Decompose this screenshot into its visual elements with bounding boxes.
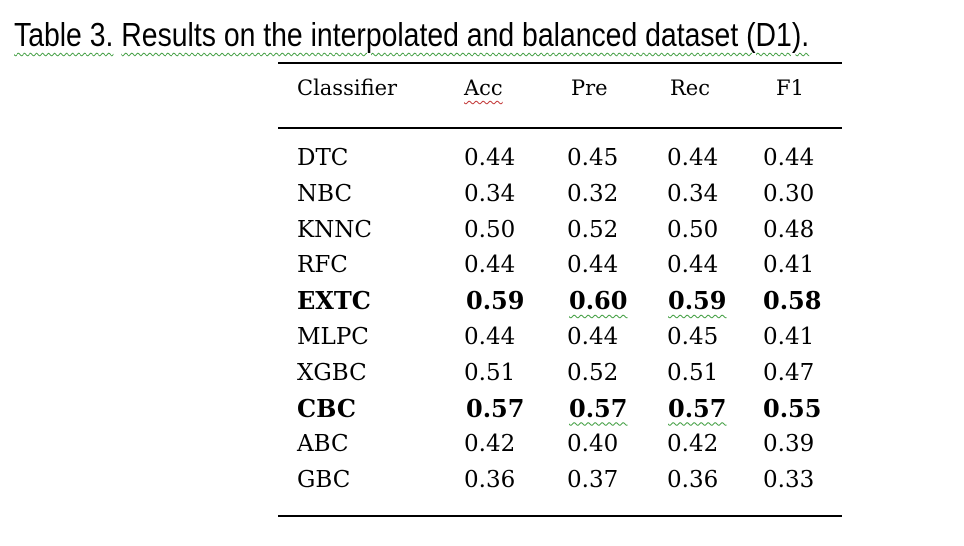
table-bottom-rule [278,515,842,517]
rec-cell: 0.34 [667,180,719,207]
rec-cell: 0.50 [667,216,719,243]
acc-cell: 0.59 [466,286,525,316]
rec-cell: 0.51 [667,359,719,386]
table-row: NBC 0.34 0.32 0.34 0.30 [0,176,964,212]
table-row: MLPC 0.44 0.44 0.45 0.41 [0,319,964,355]
acc-cell: 0.44 [464,252,516,279]
table-row: ABC 0.42 0.40 0.42 0.39 [0,426,964,462]
f1-cell: 0.41 [763,324,815,350]
table-top-rule [278,62,842,64]
table-header-rule [278,127,842,129]
f1-cell: 0.39 [763,431,815,458]
f1-cell: 0.41 [763,252,815,279]
rec-cell: 0.44 [667,252,719,279]
f1-cell: 0.48 [763,216,815,243]
acc-cell: 0.34 [464,180,516,207]
classifier-cell: EXTC [297,286,371,316]
classifier-cell: RFC [297,252,348,279]
rec-cell: 0.42 [667,431,719,458]
acc-cell: 0.42 [464,431,516,458]
acc-cell: 0.57 [466,393,525,423]
table-row: EXTC 0.59 0.60 0.59 0.58 [0,283,964,319]
caption-text: Results on the interpolated and balanced… [121,16,810,53]
column-header-pre: Pre [571,76,608,100]
table-row: KNNC 0.50 0.52 0.50 0.48 [0,212,964,248]
pre-cell: 0.57 [569,393,628,423]
table-row: CBC 0.57 0.57 0.57 0.55 [0,391,964,427]
classifier-cell: XGBC [297,359,367,386]
acc-cell: 0.44 [464,324,516,350]
f1-cell: 0.58 [763,286,822,316]
f1-cell: 0.55 [763,393,822,423]
column-header-acc: Acc [464,76,503,100]
table-row: DTC 0.44 0.45 0.44 0.44 [0,140,964,176]
classifier-cell: GBC [297,467,351,494]
pre-cell: 0.37 [567,467,619,494]
classifier-cell: CBC [297,393,356,423]
rec-cell: 0.45 [667,324,719,350]
f1-cell: 0.33 [763,467,815,494]
column-header-classifier: Classifier [297,76,398,100]
acc-cell: 0.36 [464,467,516,494]
column-header-rec: Rec [670,76,711,100]
f1-cell: 0.47 [763,359,815,386]
pre-cell: 0.52 [567,216,619,243]
classifier-cell: MLPC [297,324,369,350]
caption-label: Table 3. [14,16,114,53]
classifier-cell: ABC [297,431,349,458]
f1-cell: 0.44 [763,145,815,171]
pre-cell: 0.60 [569,286,628,316]
acc-cell: 0.44 [464,145,516,171]
acc-cell: 0.51 [464,359,516,386]
acc-cell: 0.50 [464,216,516,243]
table-row: GBC 0.36 0.37 0.36 0.33 [0,462,964,498]
classifier-cell: KNNC [297,216,373,243]
f1-cell: 0.30 [763,180,815,207]
pre-cell: 0.45 [567,145,619,171]
pre-cell: 0.52 [567,359,619,386]
rec-cell: 0.57 [668,393,727,423]
table-row: XGBC 0.51 0.52 0.51 0.47 [0,355,964,391]
classifier-cell: DTC [297,145,349,171]
rec-cell: 0.36 [667,467,719,494]
column-header-f1: F1 [776,76,804,100]
pre-cell: 0.32 [567,180,619,207]
pre-cell: 0.40 [567,431,619,458]
rec-cell: 0.44 [667,145,719,171]
rec-cell: 0.59 [668,286,727,316]
table-row: RFC 0.44 0.44 0.44 0.41 [0,247,964,283]
pre-cell: 0.44 [567,324,619,350]
pre-cell: 0.44 [567,252,619,279]
classifier-cell: NBC [297,180,353,207]
table-caption: Table 3. Results on the interpolated and… [14,18,809,51]
